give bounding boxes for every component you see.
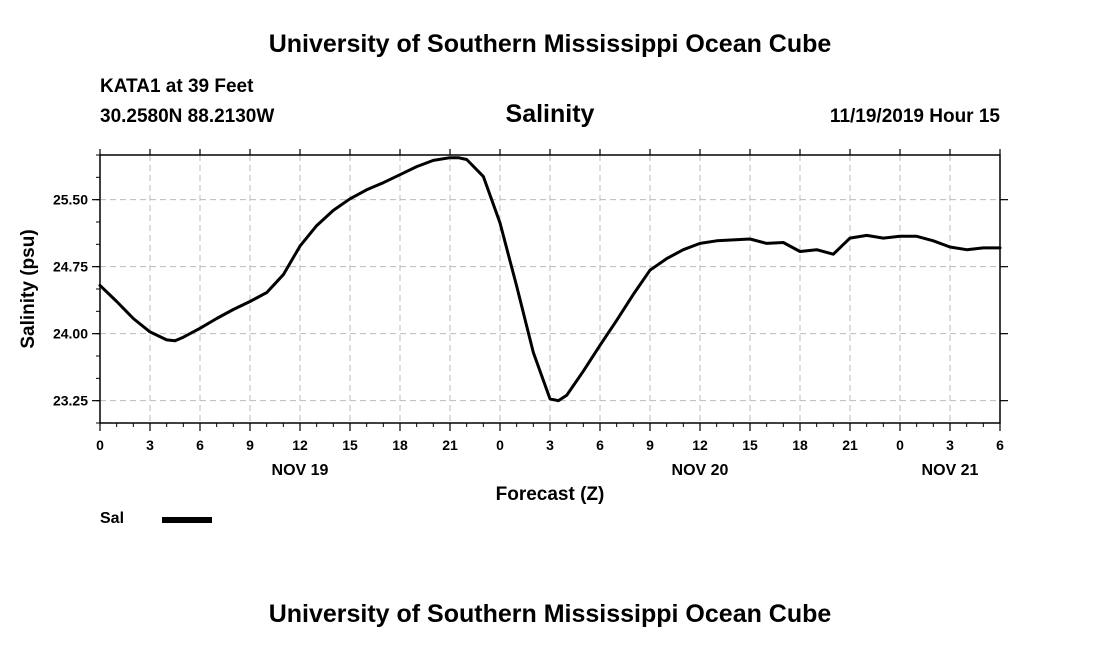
x-tick-label: 12 <box>292 437 308 453</box>
x-tick-label: 15 <box>742 437 758 453</box>
y-axis-title: Salinity (psu) <box>18 229 39 348</box>
legend-line-swatch <box>162 517 212 523</box>
x-tick-label: 3 <box>546 437 554 453</box>
station-label: KATA1 at 39 Feet <box>100 76 254 97</box>
series-line-sal <box>98 156 1002 403</box>
axes: 0 3 6 9 12 15 18 21 0 3 6 9 12 15 18 21 0 3 6 23.25 24.00 24.… <box>18 149 1008 505</box>
series-layer <box>98 156 1002 403</box>
x-tick-label: 18 <box>792 437 808 453</box>
forecast-datetime: 11/19/2019 Hour 15 <box>829 106 1000 127</box>
coordinates-label: 30.2580N 88.2130W <box>100 106 275 127</box>
plot-frame <box>99 154 1001 424</box>
x-tick-label: 9 <box>246 437 254 453</box>
x-tick-label: 3 <box>146 437 154 453</box>
y-tick-label: 25.50 <box>53 192 88 208</box>
day-label: NOV 21 <box>922 462 979 479</box>
x-tick-label: 21 <box>842 437 858 453</box>
y-tick-label: 24.75 <box>53 259 88 275</box>
x-tick-label: 18 <box>392 437 408 453</box>
x-tick-label: 0 <box>496 437 504 453</box>
x-tick-label: 6 <box>596 437 604 453</box>
x-tick-label: 0 <box>96 437 104 453</box>
chart-title: Salinity <box>505 100 595 128</box>
x-tick-label: 0 <box>896 437 904 453</box>
day-label: NOV 20 <box>672 462 729 479</box>
x-tick-label: 3 <box>946 437 954 453</box>
x-tick-label: 15 <box>342 437 358 453</box>
x-axis-title: Forecast (Z) <box>496 484 605 505</box>
x-tick-label: 9 <box>646 437 654 453</box>
y-tick-label: 24.00 <box>53 326 88 342</box>
legend-label: Sal <box>100 510 125 527</box>
page-title: University of Southern Mississippi Ocean… <box>268 30 832 58</box>
x-tick-label: 12 <box>692 437 708 453</box>
x-tick-label: 21 <box>442 437 458 453</box>
footer-title: University of Southern Mississippi Ocean… <box>268 600 832 628</box>
y-tick-label: 23.25 <box>53 393 88 409</box>
day-label: NOV 19 <box>272 462 329 479</box>
grid-lines <box>100 155 1000 423</box>
x-tick-label: 6 <box>996 437 1004 453</box>
x-tick-label: 6 <box>196 437 204 453</box>
